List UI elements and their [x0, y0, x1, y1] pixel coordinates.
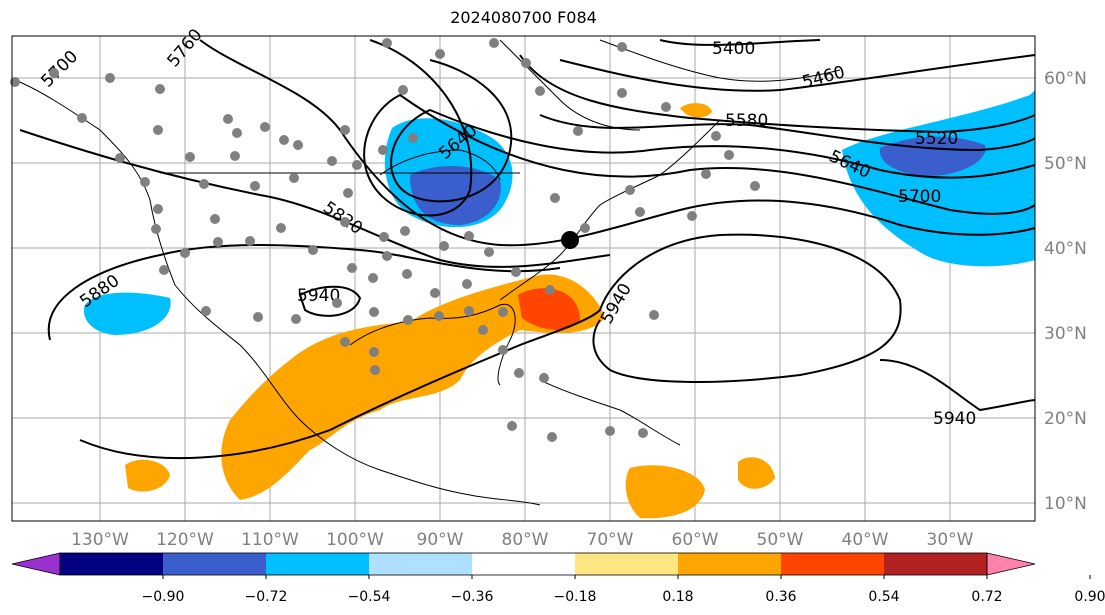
colorbar-ticks: −0.90 −0.72 −0.54 −0.36 −0.18 0.18 0.36 0.54 0.7…	[142, 575, 1105, 605]
colorbar-frame	[59, 552, 988, 576]
contour-5580	[539, 114, 1036, 152]
colorbar-segment	[575, 553, 679, 575]
contour-5400	[659, 39, 821, 46]
colorbar-segment	[781, 553, 885, 575]
contour-5940-texas	[298, 285, 362, 317]
colorbar-extend-max	[986, 552, 1036, 576]
colorbar-tick-label: −0.54	[348, 589, 391, 605]
colorbar-segments	[60, 553, 988, 575]
colorbar-segment	[884, 553, 988, 575]
positive-anomaly-epac	[125, 459, 170, 492]
height-contours	[19, 39, 1036, 460]
colorbar-segment	[266, 553, 370, 575]
graticule	[12, 36, 1035, 521]
colorbar-tick-label: 0.18	[662, 589, 693, 605]
strong-negative-anomaly-great-lakes	[410, 165, 501, 225]
lon-label-40w: 40°W	[842, 530, 889, 550]
negative-anomaly-pacific	[83, 292, 171, 335]
colorbar-segment	[369, 553, 473, 575]
colorbar-segment	[163, 553, 267, 575]
lon-label-110w: 110°W	[241, 530, 299, 550]
contour-label-5580: 5580	[725, 111, 768, 131]
colorbar-tick-label: 0.90	[1074, 589, 1105, 605]
lon-label-90w: 90°W	[417, 530, 464, 550]
contour-5700	[363, 39, 1036, 217]
colorbar-segment	[678, 553, 782, 575]
colorbar-segment	[60, 553, 164, 575]
colorbar-tick-label: 0.54	[868, 589, 899, 605]
contour-label-5940-a: 5940	[297, 286, 340, 306]
colorbar-segment	[472, 553, 576, 575]
lat-labels: 60°N 50°N 40°N 30°N 20°N 10°N	[1044, 69, 1087, 514]
positive-anomaly-caribbean	[625, 465, 705, 519]
lon-label-120w: 120°W	[156, 530, 214, 550]
positive-anomaly-labrador	[680, 103, 712, 118]
lon-label-50w: 50°W	[757, 530, 804, 550]
contour-5820	[19, 129, 611, 268]
lon-label-60w: 60°W	[672, 530, 719, 550]
colorbar-tick-label: −0.36	[451, 589, 494, 605]
lat-label-30n: 30°N	[1044, 324, 1087, 344]
map-title: 2024080700 F084	[450, 8, 597, 27]
contour-label-5700-a: 5700	[898, 187, 941, 207]
contour-5940-ring	[79, 233, 902, 460]
contour-5940-east	[879, 359, 1036, 412]
map-frame	[11, 35, 1036, 522]
contour-label-5400: 5400	[712, 39, 755, 59]
contour-5640	[390, 59, 1036, 203]
colorbar-tick-label: −0.72	[245, 589, 288, 605]
station-markers	[10, 38, 760, 442]
strong-positive-anomaly-carolinas	[518, 288, 580, 330]
contour-5520	[519, 54, 1036, 134]
contour-5760	[199, 39, 1036, 247]
lat-label-40n: 40°N	[1044, 239, 1087, 259]
map-area	[12, 36, 1035, 521]
lon-label-70w: 70°W	[587, 530, 634, 550]
contour-label-5940-c: 5940	[933, 409, 976, 429]
lat-label-20n: 20°N	[1044, 409, 1087, 429]
colorbar-tick-label: −0.18	[554, 589, 597, 605]
colorbar: −0.90 −0.72 −0.54 −0.36 −0.18 0.18 0.36 0.54 0.7…	[11, 552, 1105, 605]
colorbar-tick-label: −0.90	[142, 589, 185, 605]
lon-label-30w: 30°W	[927, 530, 974, 550]
colorbar-tick-label: 0.72	[971, 589, 1002, 605]
contour-5880	[47, 244, 561, 341]
coastlines	[14, 39, 841, 506]
lon-label-130w: 130°W	[71, 530, 129, 550]
contour-label-5520: 5520	[915, 129, 958, 149]
lon-labels: 130°W 120°W 110°W 100°W 90°W 80°W 70°W 6…	[71, 530, 974, 550]
lat-label-60n: 60°N	[1044, 69, 1087, 89]
contour-5460	[559, 54, 1036, 92]
colorbar-tick-label: 0.36	[765, 589, 796, 605]
lon-label-100w: 100°W	[326, 530, 384, 550]
colorbar-extend-min	[11, 552, 61, 576]
lat-label-10n: 10°N	[1044, 494, 1087, 514]
lon-label-80w: 80°W	[502, 530, 549, 550]
lat-label-50n: 50°N	[1044, 154, 1087, 174]
positive-anomaly-atlantic-small	[738, 457, 775, 489]
positive-anomaly-gulf	[221, 274, 606, 500]
location-marker	[561, 231, 579, 249]
